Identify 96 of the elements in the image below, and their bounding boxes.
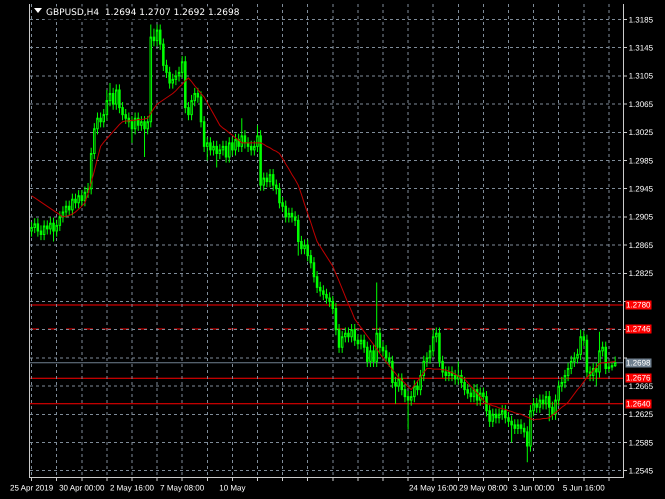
candlestick bbox=[614, 356, 616, 368]
x-tick-label: 3 Jun 00:00 bbox=[512, 484, 556, 493]
y-tick-label: 1.3145 bbox=[628, 44, 654, 52]
candlestick bbox=[64, 200, 68, 218]
y-tick-label: 1.2945 bbox=[628, 184, 654, 194]
candlestick bbox=[360, 334, 362, 350]
y-tick-label: 1.2585 bbox=[628, 438, 654, 448]
candlestick bbox=[42, 220, 46, 241]
y-tick-label: 1.3065 bbox=[628, 100, 654, 109]
candlestick bbox=[384, 344, 388, 364]
candlestick bbox=[136, 112, 140, 132]
x-tick-label: 5 Jun 16:00 bbox=[562, 484, 606, 493]
candlestick bbox=[347, 327, 350, 343]
candlestick bbox=[77, 190, 80, 209]
candlestick bbox=[548, 390, 551, 422]
candlestick bbox=[36, 218, 40, 238]
candlestick bbox=[240, 118, 244, 153]
candlestick bbox=[538, 394, 542, 414]
text: GBPUSD,H4 1.2694 1.2707 1.2692 1.2698 bbox=[46, 8, 240, 18]
y-tick-label: 1.2545 bbox=[628, 466, 654, 476]
y-tick-label: 1.2625 bbox=[628, 410, 654, 420]
candlestick bbox=[542, 394, 544, 410]
candlestick bbox=[278, 182, 281, 209]
candlestick bbox=[516, 418, 520, 434]
candlestick bbox=[492, 408, 494, 428]
x-tick-label: 30 Apr 00:00 bbox=[59, 484, 106, 493]
candlestick bbox=[500, 404, 504, 420]
candlestick bbox=[215, 140, 218, 168]
x-tick-label: 2 May 16:00 bbox=[110, 484, 155, 493]
ref-line-label: 1.2746 bbox=[626, 324, 652, 334]
candlestick bbox=[369, 344, 372, 368]
candlestick bbox=[472, 383, 476, 403]
candlestick bbox=[234, 133, 237, 156]
candlestick bbox=[296, 214, 300, 256]
candlestick bbox=[209, 136, 212, 156]
ref-line-label: 1.2676 bbox=[626, 374, 652, 382]
y-tick-label: 1.3185 bbox=[628, 15, 654, 24]
candlestick bbox=[322, 284, 325, 301]
y-tick-label: 1.2665 bbox=[628, 382, 654, 391]
candlestick bbox=[284, 200, 287, 224]
candlestick bbox=[30, 221, 33, 238]
candlestick bbox=[130, 116, 134, 144]
candlestick bbox=[586, 334, 588, 378]
y-tick-label: 1.2865 bbox=[628, 240, 654, 250]
candlestick bbox=[457, 360, 460, 386]
candlestick bbox=[375, 282, 378, 368]
candlestick bbox=[259, 130, 262, 192]
candlestick bbox=[250, 140, 252, 156]
candlestick bbox=[504, 404, 507, 424]
candlestick bbox=[115, 84, 118, 110]
x-tick-label: 7 May 08:00 bbox=[160, 484, 205, 493]
candlestick bbox=[174, 70, 178, 86]
candlestick bbox=[228, 136, 230, 164]
candlestick bbox=[450, 366, 454, 382]
line-series bbox=[31, 78, 616, 420]
y-tick-label: 1.3105 bbox=[628, 72, 654, 81]
candlestick bbox=[413, 380, 416, 403]
ref-line-label: 1.2698 bbox=[626, 358, 652, 368]
candlestick bbox=[535, 398, 538, 414]
y-tick-label: 1.2985 bbox=[628, 156, 654, 166]
candlestick bbox=[579, 329, 582, 360]
y-tick-label: 1.2905 bbox=[628, 212, 654, 222]
candlestick bbox=[224, 140, 228, 164]
candlestick bbox=[494, 408, 498, 424]
candlestick bbox=[325, 288, 328, 304]
y-tick-label: 1.3025 bbox=[628, 128, 654, 138]
x-tick-label: 29 May 08:00 bbox=[459, 484, 508, 493]
candlestick bbox=[448, 366, 450, 382]
candlestick bbox=[143, 116, 146, 158]
candlestick bbox=[353, 324, 356, 346]
x-tick-label: 25 Apr 2019 bbox=[10, 484, 54, 493]
y-tick-label: 1.2825 bbox=[628, 269, 654, 278]
candlestick bbox=[266, 172, 268, 188]
candlestick bbox=[510, 415, 513, 443]
candlestick bbox=[350, 324, 353, 343]
candlestick bbox=[498, 408, 500, 424]
ref-line-label: 1.2640 bbox=[626, 400, 652, 408]
candlestick bbox=[610, 360, 614, 372]
candlestick bbox=[80, 190, 84, 207]
candlestick bbox=[112, 87, 114, 110]
candlestick bbox=[268, 168, 272, 188]
candlestick bbox=[520, 418, 522, 434]
candlestick bbox=[84, 186, 86, 207]
candlestick bbox=[33, 218, 36, 234]
candlestick bbox=[156, 24, 158, 47]
candlestick bbox=[290, 207, 294, 224]
candlestick bbox=[470, 386, 472, 403]
candlestick bbox=[604, 341, 608, 375]
x-tick-label: 24 May 16:00 bbox=[408, 484, 458, 493]
candlestick bbox=[52, 217, 55, 242]
x-tick-label: 10 May bbox=[219, 484, 246, 493]
candlestick bbox=[272, 168, 274, 192]
candlestick bbox=[71, 193, 74, 216]
candlestick bbox=[478, 386, 482, 406]
candlestick bbox=[476, 383, 478, 406]
ref-line-label: 1.2780 bbox=[626, 300, 652, 310]
